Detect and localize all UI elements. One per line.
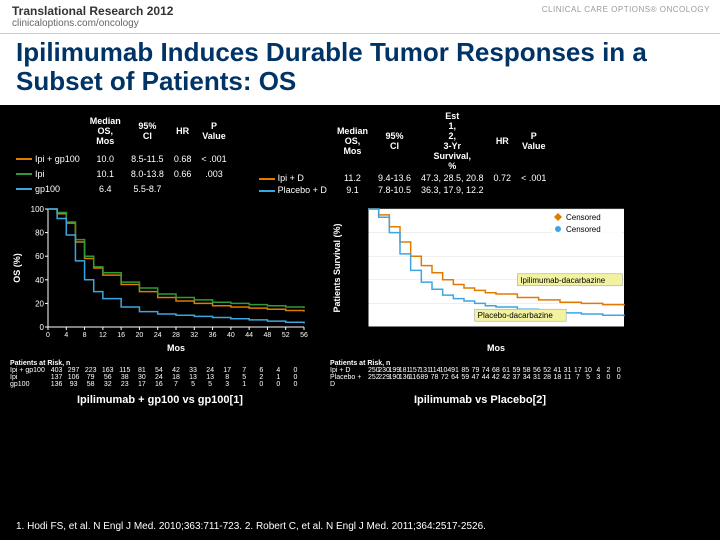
svg-text:12: 12 — [428, 332, 436, 339]
svg-text:Censored: Censored — [566, 213, 601, 222]
svg-text:10: 10 — [417, 332, 425, 339]
right-chart-box: 0204060801000246810121416182022242628303… — [330, 203, 630, 406]
svg-text:80: 80 — [355, 229, 364, 238]
svg-text:18: 18 — [460, 332, 468, 339]
svg-text:52: 52 — [282, 332, 290, 339]
svg-text:40: 40 — [577, 332, 585, 339]
stats-tables: MedianOS,Mos95%CIHRPValueIpi + gp10010.0… — [10, 109, 710, 197]
svg-text:80: 80 — [35, 229, 44, 238]
svg-text:42: 42 — [588, 332, 596, 339]
svg-text:30: 30 — [524, 332, 532, 339]
slide-headline: Ipilimumab Induces Durable Tumor Respons… — [0, 34, 720, 105]
svg-text:32: 32 — [535, 332, 543, 339]
cco-logo: CLINICAL CARE OPTIONS® ONCOLOGY — [542, 5, 710, 14]
left-chart-box: 020406080100048121620242832364044485256O… — [10, 203, 310, 406]
svg-text:0: 0 — [46, 332, 50, 339]
svg-text:24: 24 — [154, 332, 162, 339]
svg-text:24: 24 — [492, 332, 500, 339]
svg-text:6: 6 — [398, 332, 402, 339]
svg-text:20: 20 — [35, 300, 44, 309]
svg-text:44: 44 — [599, 332, 607, 339]
svg-text:Patients Survival (%): Patients Survival (%) — [332, 224, 342, 313]
svg-text:Censored: Censored — [566, 225, 601, 234]
svg-text:4: 4 — [64, 332, 68, 339]
references: 1. Hodi FS, et al. N Engl J Med. 2010;36… — [0, 517, 502, 536]
svg-text:60: 60 — [355, 252, 364, 261]
svg-text:22: 22 — [481, 332, 489, 339]
svg-text:36: 36 — [209, 332, 217, 339]
right-risk-table: Patients at Risk, nIpi + D25023019918115… — [330, 360, 630, 388]
svg-text:36: 36 — [556, 332, 564, 339]
svg-text:0: 0 — [360, 323, 365, 332]
svg-text:40: 40 — [355, 276, 364, 285]
svg-text:20: 20 — [471, 332, 479, 339]
left-risk-table: Patients at Risk, nIpi + gp1004032972231… — [10, 360, 310, 388]
svg-text:48: 48 — [264, 332, 272, 339]
svg-text:2: 2 — [377, 332, 381, 339]
right-footnote: Ipilimumab vs Placebo[2] — [330, 394, 630, 406]
content-area: MedianOS,Mos95%CIHRPValueIpi + gp10010.0… — [0, 105, 720, 410]
svg-text:26: 26 — [503, 332, 511, 339]
svg-text:28: 28 — [172, 332, 180, 339]
site-url: clinicaloptions.com/oncology — [12, 18, 708, 29]
right-stats-table: MedianOS,Mos95%CIEst1,2,3-YrSurvival,%HR… — [253, 109, 553, 197]
svg-text:Mos: Mos — [167, 343, 185, 353]
svg-text:28: 28 — [513, 332, 521, 339]
svg-text:8: 8 — [83, 332, 87, 339]
charts-row: 020406080100048121620242832364044485256O… — [10, 203, 710, 406]
svg-text:40: 40 — [227, 332, 235, 339]
left-footnote: Ipilimumab + gp100 vs gp100[1] — [10, 394, 310, 406]
svg-text:44: 44 — [245, 332, 253, 339]
svg-text:12: 12 — [99, 332, 107, 339]
svg-text:40: 40 — [35, 276, 44, 285]
svg-text:Mos: Mos — [487, 343, 505, 353]
svg-text:OS (%): OS (%) — [12, 253, 22, 283]
svg-text:Ipilimumab-dacarbazine: Ipilimumab-dacarbazine — [520, 276, 605, 285]
header-bar: Translational Research 2012 clinicalopti… — [0, 0, 720, 34]
svg-text:100: 100 — [351, 205, 365, 214]
svg-text:46: 46 — [609, 332, 617, 339]
svg-text:0: 0 — [40, 323, 45, 332]
svg-text:20: 20 — [136, 332, 144, 339]
svg-text:48: 48 — [620, 332, 628, 339]
svg-text:0: 0 — [366, 332, 370, 339]
svg-text:20: 20 — [355, 300, 364, 309]
left-km-chart: 020406080100048121620242832364044485256O… — [10, 203, 310, 353]
svg-text:60: 60 — [35, 252, 44, 261]
svg-text:8: 8 — [409, 332, 413, 339]
svg-text:16: 16 — [449, 332, 457, 339]
svg-text:4: 4 — [387, 332, 391, 339]
svg-text:34: 34 — [545, 332, 553, 339]
svg-text:100: 100 — [31, 205, 45, 214]
left-stats-table: MedianOS,Mos95%CIHRPValueIpi + gp10010.0… — [10, 109, 233, 197]
svg-text:56: 56 — [300, 332, 308, 339]
svg-text:38: 38 — [567, 332, 575, 339]
right-km-chart: 0204060801000246810121416182022242628303… — [330, 203, 630, 353]
svg-text:32: 32 — [190, 332, 198, 339]
svg-text:Placebo-dacarbazine: Placebo-dacarbazine — [478, 311, 554, 320]
svg-text:16: 16 — [117, 332, 125, 339]
svg-text:14: 14 — [439, 332, 447, 339]
